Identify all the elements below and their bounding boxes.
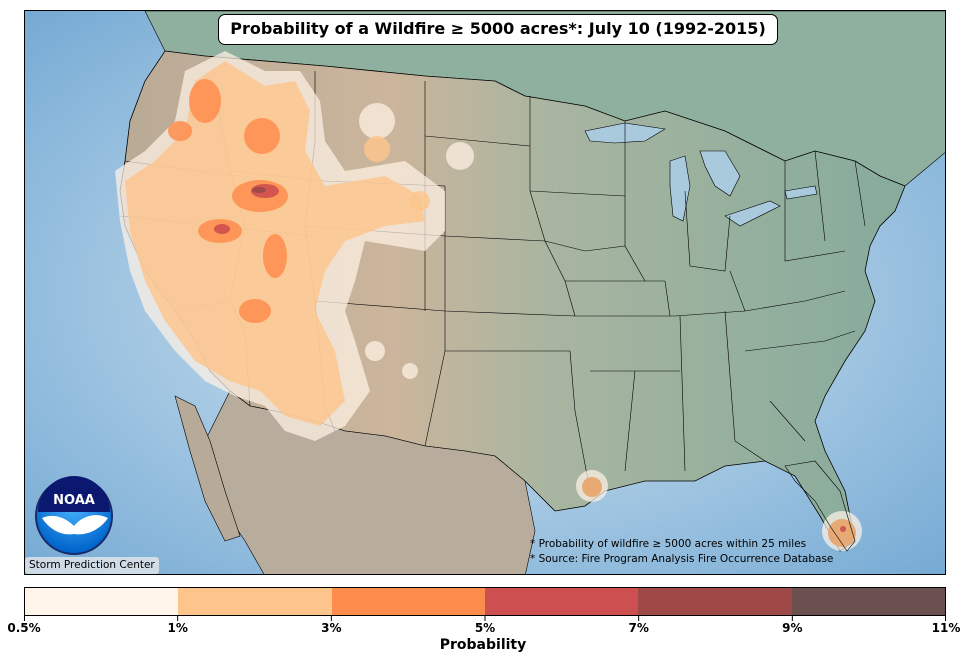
- prob-area-montana-2: [446, 142, 474, 170]
- lake-ontario: [784, 185, 818, 200]
- colorbar: [24, 587, 946, 616]
- prob-5pct-nevada: [214, 224, 230, 234]
- prob-1pct-louisiana: [582, 477, 602, 497]
- colorbar-segment-3: [484, 588, 639, 615]
- baja-peninsula: [174, 395, 241, 542]
- footnote-source: * Source: Fire Program Analysis Fire Occ…: [530, 553, 834, 565]
- map-title: Probability of a Wildfire ≥ 5000 acres*:…: [218, 14, 778, 45]
- prob-area-newmexico: [402, 363, 418, 379]
- colorbar-tick-label: 3%: [321, 621, 342, 635]
- prob-1pct-montana: [364, 136, 390, 162]
- colorbar-segment-4: [638, 588, 792, 615]
- prob-7pct-idaho: [252, 187, 266, 193]
- footnote-probability: * Probability of wildfire ≥ 5000 acres w…: [530, 538, 807, 550]
- colorbar-tick-label: 7%: [628, 621, 649, 635]
- logo-text: NOAA: [53, 493, 95, 508]
- colorbar-segment-2: [331, 588, 485, 615]
- prob-3pct-oregon: [189, 79, 221, 123]
- prob-1pct-florida: [828, 519, 856, 547]
- footnotes: * Probability of wildfire ≥ 5000 acres w…: [530, 537, 833, 567]
- colorbar-tick-marks: [24, 616, 946, 621]
- colorbar-tick-label: 1%: [167, 621, 188, 635]
- prob-area-montana-1: [359, 103, 395, 139]
- prob-3pct-utah: [263, 234, 287, 278]
- map-panel: [24, 10, 946, 575]
- prob-3pct-central-oregon: [168, 121, 192, 141]
- prob-3pct-idaho-north: [244, 118, 280, 154]
- florida-peninsula: [784, 460, 856, 552]
- prob-area-colorado: [365, 341, 385, 361]
- colorbar-segment-5: [791, 588, 945, 615]
- colorbar-tick-label: 11%: [931, 621, 961, 635]
- colorbar-segment-0: [25, 588, 179, 615]
- colorbar-label: Probability: [439, 637, 527, 653]
- lake-erie: [724, 200, 781, 227]
- map-canvas: [25, 11, 945, 574]
- credit-label: Storm Prediction Center: [25, 557, 159, 574]
- probability-shading: [115, 51, 862, 551]
- lake-huron: [699, 150, 741, 197]
- noaa-logo: NOAA: [34, 476, 114, 556]
- prob-3pct-arizona: [239, 299, 271, 323]
- colorbar-tick-label: 9%: [782, 621, 803, 635]
- colorbar-tick-label: 0.5%: [7, 621, 41, 635]
- prob-1pct-wyoming: [410, 191, 430, 211]
- lake-michigan: [669, 155, 691, 222]
- colorbar-segment-1: [178, 588, 332, 615]
- colorbar-tick-label: 5%: [474, 621, 496, 635]
- prob-5pct-florida: [840, 526, 846, 532]
